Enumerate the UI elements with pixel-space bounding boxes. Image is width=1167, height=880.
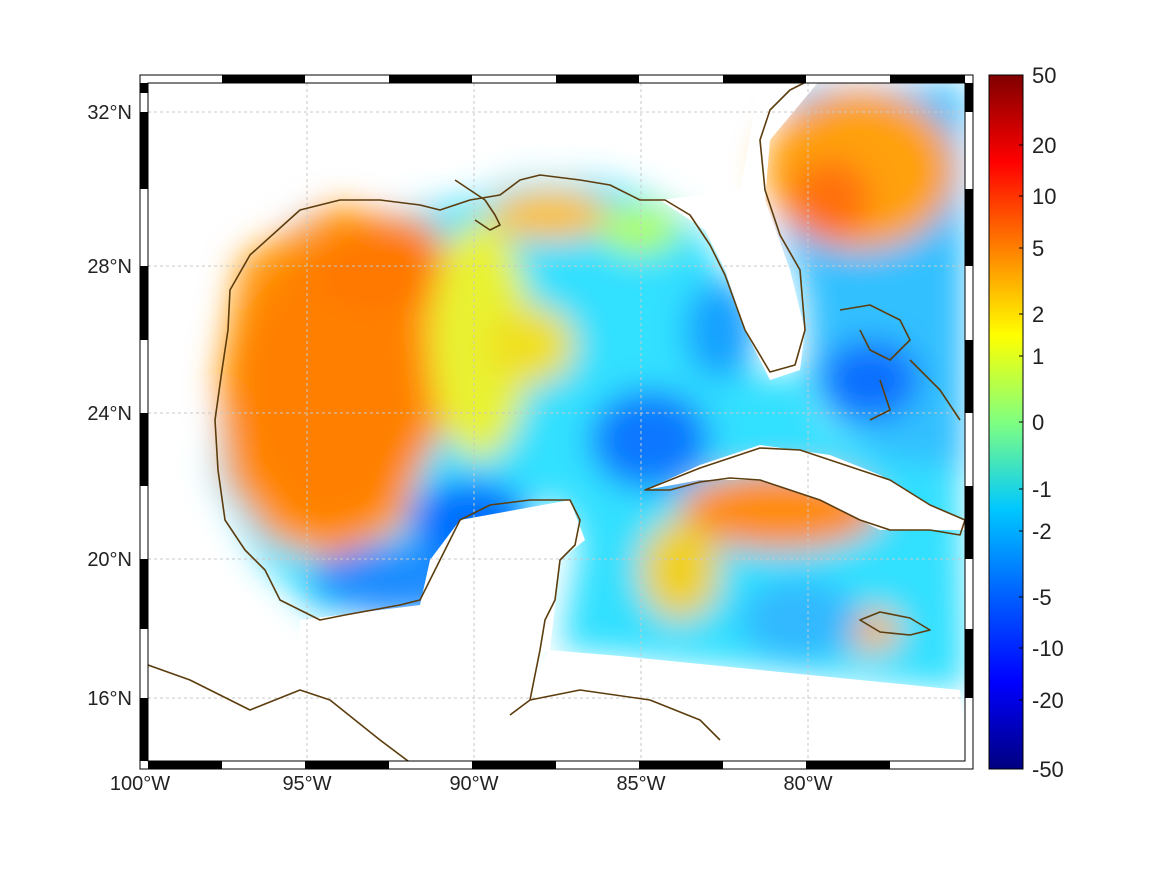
frame-top — [222, 75, 965, 83]
lon-label-80w: 80°W — [783, 773, 832, 795]
longitude-labels: 100°W 95°W 90°W 85°W 80°W — [110, 773, 833, 795]
central-america-coastline — [148, 664, 410, 761]
loop-current-patch — [485, 305, 575, 385]
lat-label-16n: 16°N — [87, 688, 132, 710]
west-florida-shelf — [600, 205, 680, 255]
cuba-land — [645, 445, 965, 530]
central-america-land — [470, 650, 965, 760]
cb-label-neg5: -5 — [1032, 585, 1052, 610]
eastern-gulf-cold — [590, 390, 710, 490]
cb-label-1: 1 — [1032, 344, 1044, 369]
frame-right — [965, 83, 973, 698]
colorbar: 50 20 10 5 2 1 0 -1 -2 -5 -10 -20 -50 — [988, 63, 1064, 782]
lat-label-20n: 20°N — [87, 549, 132, 571]
frame-left — [140, 83, 148, 761]
graticule — [148, 83, 965, 761]
jamaica-coastline — [859, 611, 931, 636]
land-mask — [148, 83, 965, 760]
lon-label-100w: 100°W — [110, 773, 170, 795]
cb-label-2: 2 — [1032, 302, 1044, 327]
florida-land — [660, 83, 818, 380]
mississippi-delta — [454, 179, 501, 231]
honduras-coastline — [529, 689, 721, 741]
lat-label-32n: 32°N — [87, 102, 132, 124]
central-gulf-yellow — [430, 220, 530, 460]
cb-label-neg50: -50 — [1032, 757, 1064, 782]
mexico-coastline — [217, 469, 581, 716]
cb-label-neg1: -1 — [1032, 477, 1052, 502]
coastlines — [148, 83, 965, 761]
northwest-gulf-core — [310, 225, 450, 315]
atlantic-warm-core — [790, 160, 870, 240]
cb-label-20: 20 — [1032, 133, 1056, 158]
cb-label-5: 5 — [1032, 236, 1044, 261]
cb-label-10: 10 — [1032, 184, 1056, 209]
data-field — [215, 85, 965, 690]
lat-label-28n: 28°N — [87, 256, 132, 278]
bahamas-coastline — [839, 304, 961, 421]
north-central-warm — [490, 190, 610, 240]
south-land — [148, 665, 420, 760]
latitude-labels: 32°N 28°N 24°N 20°N 16°N — [87, 102, 132, 710]
frame-bottom — [148, 761, 890, 769]
lon-label-85w: 85°W — [616, 773, 665, 795]
colorbar-labels: 50 20 10 5 2 1 0 -1 -2 -5 -10 -20 -50 — [1032, 63, 1064, 782]
lon-label-95w: 95°W — [282, 773, 331, 795]
cb-label-0: 0 — [1032, 410, 1044, 435]
yucatan-land — [300, 500, 585, 700]
colorbar-ticks — [1019, 144, 1023, 701]
gulf-coastline — [214, 83, 806, 471]
lat-label-24n: 24°N — [87, 403, 132, 425]
cb-label-50: 50 — [1032, 63, 1056, 88]
lon-label-90w: 90°W — [449, 773, 498, 795]
caribbean-cold — [740, 580, 860, 660]
colorbar-ramp — [988, 74, 1024, 770]
cb-label-neg2: -2 — [1032, 519, 1052, 544]
map-frame — [139, 74, 974, 770]
cb-label-neg10: -10 — [1032, 636, 1064, 661]
bahamas-cold — [820, 340, 920, 420]
western-gulf-core — [235, 250, 425, 530]
cb-label-neg20: -20 — [1032, 688, 1064, 713]
cuba-coastline — [644, 447, 965, 536]
caribbean-yellow-west — [640, 520, 720, 620]
